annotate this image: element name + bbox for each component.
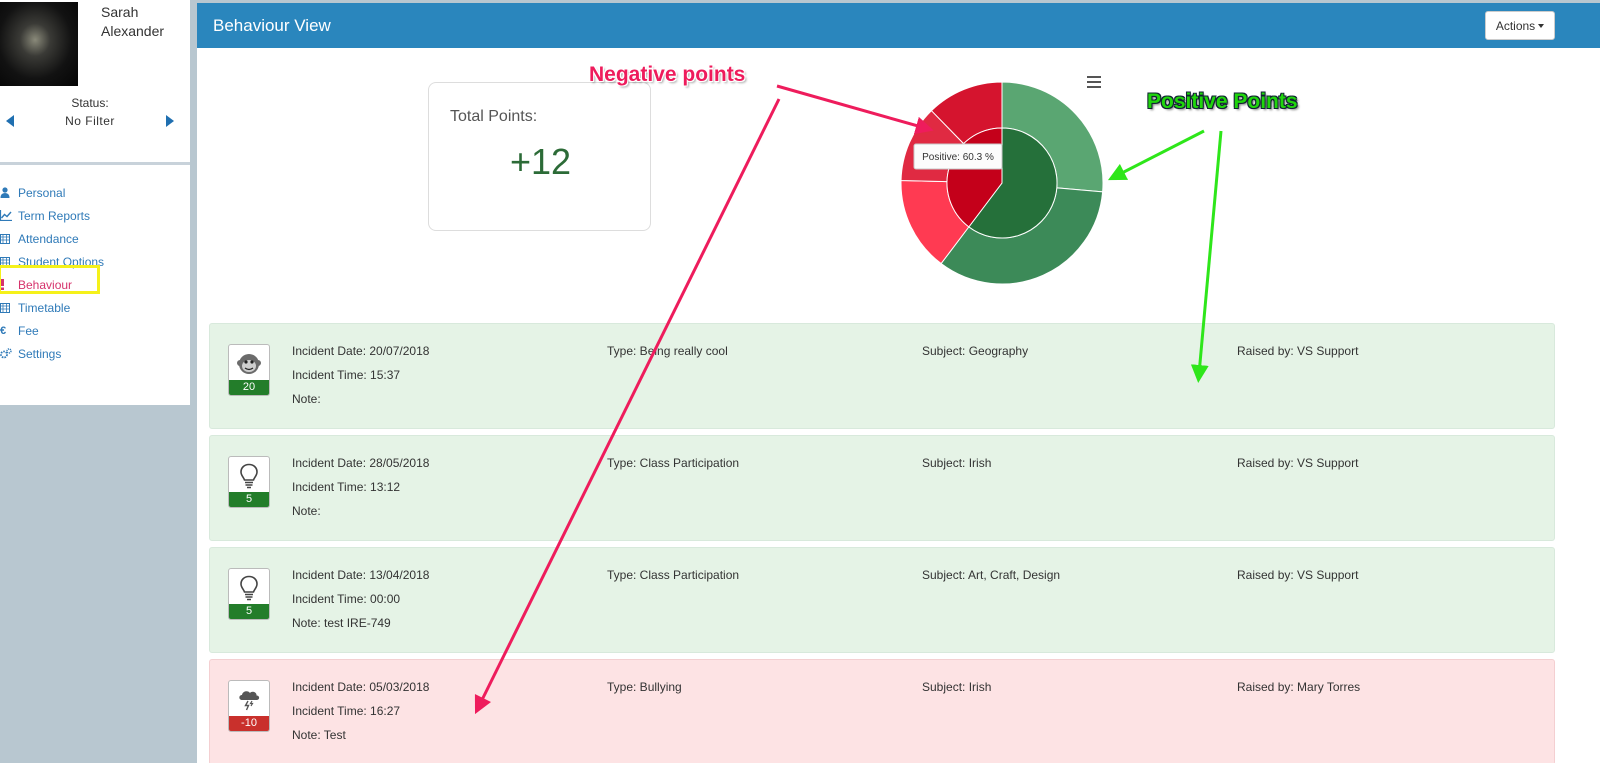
status-next-arrow-icon[interactable] [166, 115, 174, 127]
chart-tooltip-text: Positive: 60.3 % [922, 152, 994, 163]
incident-type: Type: Being really cool [607, 344, 728, 358]
incident-row[interactable]: 20 Incident Date: 20/07/2018 Incident Ti… [209, 323, 1555, 429]
incident-time: Incident Time: 15:37 [292, 368, 401, 382]
actions-button-label: Actions [1495, 18, 1536, 33]
total-points-card: Total Points: +12 [428, 82, 651, 231]
incident-subject: Subject: Art, Craft, Design [922, 568, 1061, 582]
sidebar-item-term-reports[interactable]: Term Reports [0, 204, 190, 227]
sidebar: Sarah Alexander Status: No Filter Person… [0, 0, 190, 405]
lightbulb-icon [229, 573, 269, 603]
incident-subject: Subject: Irish [922, 456, 992, 470]
sidebar-item-settings[interactable]: Settings [0, 342, 190, 365]
incident-time: Incident Time: 00:00 [292, 592, 401, 606]
student-photo [0, 2, 78, 86]
sidebar-item-label: Attendance [18, 231, 79, 246]
line-chart-icon [0, 209, 12, 222]
donut-inner-slice-positive[interactable] [968, 127, 1058, 239]
status-prev-arrow-icon[interactable] [6, 115, 14, 127]
incident-time: Incident Time: 13:12 [292, 480, 401, 494]
behaviour-highlight-box [0, 265, 100, 294]
incident-row[interactable]: 5 Incident Date: 13/04/2018 Incident Tim… [209, 547, 1555, 653]
incident-raised-by: Raised by: VS Support [1237, 568, 1359, 582]
page-title: Behaviour View [213, 16, 331, 35]
incident-points: -10 [229, 716, 269, 731]
behaviour-donut-chart[interactable]: Positive: 60.3 % [897, 78, 1107, 288]
calendar-icon [0, 233, 12, 245]
incident-time: Incident Time: 16:27 [292, 704, 401, 718]
incident-type: Type: Class Participation [607, 568, 740, 582]
calendar-icon [0, 302, 12, 314]
incident-note: Note: [292, 392, 321, 406]
user-icon [0, 186, 12, 199]
student-name: Sarah Alexander [101, 4, 165, 39]
sidebar-item-attendance[interactable]: Attendance [0, 227, 190, 250]
total-points-value: +12 [509, 141, 572, 182]
sidebar-item-label: Settings [18, 346, 62, 361]
incident-type: Type: Bullying [607, 680, 682, 694]
incident-points: 20 [229, 380, 269, 395]
incident-row[interactable]: -10 Incident Date: 05/03/2018 Incident T… [209, 659, 1555, 763]
sidebar-item-label: Term Reports [18, 208, 91, 223]
incident-note: Note: test IRE-749 [292, 616, 391, 630]
incident-date: Incident Date: 20/07/2018 [292, 344, 430, 358]
status-filter-value: No Filter [65, 114, 115, 128]
sidebar-item-label: Timetable [18, 300, 71, 315]
euro-icon: € [0, 324, 7, 337]
incident-badge: -10 [228, 680, 270, 732]
incident-raised-by: Raised by: VS Support [1237, 344, 1359, 358]
incident-subject: Subject: Geography [922, 344, 1029, 358]
sidebar-item-fee[interactable]: € Fee [0, 319, 190, 342]
sidebar-item-behaviour[interactable]: Behaviour [0, 273, 190, 296]
sidebar-item-label: Personal [18, 185, 66, 200]
positive-points-annotation: Positive Points [1147, 90, 1298, 113]
total-points-label: Total Points: [450, 108, 538, 125]
exclamation-icon [0, 278, 12, 291]
incident-badge: 5 [228, 568, 270, 620]
incident-row[interactable]: 5 Incident Date: 28/05/2018 Incident Tim… [209, 435, 1555, 541]
actions-button[interactable]: Actions [1485, 11, 1555, 40]
incident-note: Note: Test [292, 728, 346, 742]
incident-note: Note: [292, 504, 321, 518]
sidebar-item-label: Fee [18, 323, 39, 338]
incident-raised-by: Raised by: Mary Torres [1237, 680, 1361, 694]
monkey-icon [229, 349, 269, 379]
incident-points: 5 [229, 492, 269, 507]
sidebar-item-label: Behaviour [18, 277, 73, 292]
status-label: Status: [71, 96, 109, 110]
caret-down-icon [1538, 23, 1545, 28]
sidebar-item-personal[interactable]: Personal [0, 181, 190, 204]
incident-subject: Subject: Irish [922, 680, 992, 694]
incident-date: Incident Date: 05/03/2018 [292, 680, 430, 694]
incident-badge: 5 [228, 456, 270, 508]
header-bar: Behaviour View Actions [197, 3, 1600, 48]
negative-points-annotation: Negative points [589, 63, 746, 86]
incident-date: Incident Date: 13/04/2018 [292, 568, 430, 582]
incident-badge: 20 [228, 344, 270, 396]
storm-cloud-icon [229, 685, 269, 715]
incident-date: Incident Date: 28/05/2018 [292, 456, 430, 470]
chart-menu-icon[interactable] [1087, 76, 1101, 90]
gears-icon [0, 347, 12, 360]
lightbulb-icon [229, 461, 269, 491]
incident-points: 5 [229, 604, 269, 619]
incident-type: Type: Class Participation [607, 456, 740, 470]
incident-raised-by: Raised by: VS Support [1237, 456, 1359, 470]
sidebar-divider [0, 162, 190, 165]
sidebar-item-timetable[interactable]: Timetable [0, 296, 190, 319]
main-panel: Behaviour View Actions Total Points: +12… [197, 3, 1600, 763]
chart-tooltip: Positive: 60.3 % [913, 143, 1003, 170]
